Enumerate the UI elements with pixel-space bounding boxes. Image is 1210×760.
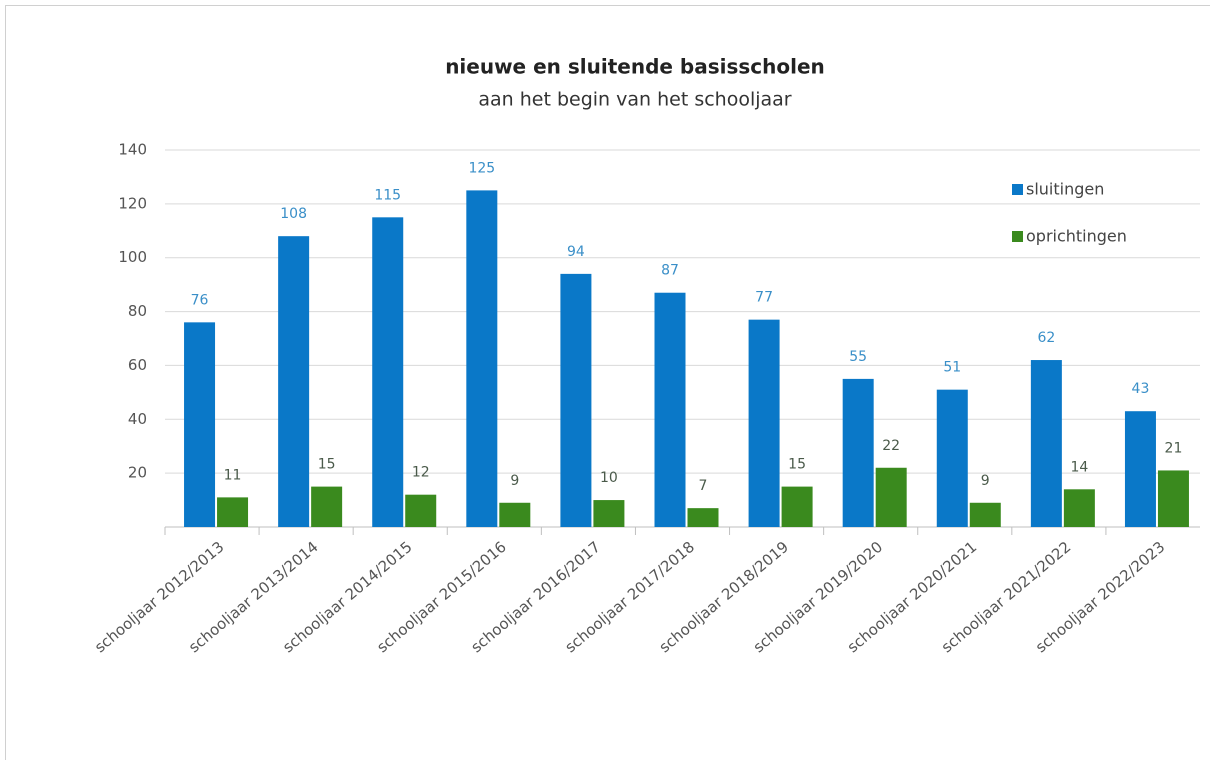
value-label: 108 bbox=[280, 206, 307, 222]
bar bbox=[687, 508, 719, 527]
value-label: 10 bbox=[600, 470, 618, 486]
value-label: 7 bbox=[699, 478, 708, 494]
chart-title: nieuwe en sluitende basisscholen bbox=[445, 55, 825, 79]
bar bbox=[1030, 360, 1062, 527]
value-label: 43 bbox=[1132, 381, 1150, 397]
bar bbox=[875, 467, 907, 527]
bar bbox=[842, 378, 874, 527]
bar bbox=[969, 502, 1001, 527]
frame bbox=[5, 5, 1210, 760]
bar bbox=[499, 502, 531, 527]
bar bbox=[311, 486, 343, 527]
y-tick-label: 80 bbox=[128, 302, 147, 320]
value-label: 51 bbox=[943, 360, 961, 376]
legend-swatch bbox=[1012, 184, 1023, 195]
bar bbox=[781, 486, 813, 527]
value-label: 125 bbox=[468, 160, 495, 176]
bar bbox=[278, 236, 310, 527]
value-label: 9 bbox=[981, 473, 990, 489]
legend-label: sluitingen bbox=[1026, 180, 1104, 199]
value-label: 94 bbox=[567, 244, 585, 260]
value-label: 11 bbox=[224, 467, 242, 483]
bar bbox=[593, 500, 625, 527]
value-label: 76 bbox=[191, 292, 209, 308]
bar bbox=[1124, 411, 1156, 527]
y-tick-label: 40 bbox=[128, 410, 147, 428]
y-tick-label: 140 bbox=[118, 141, 147, 159]
bar bbox=[217, 497, 249, 527]
value-label: 22 bbox=[882, 438, 900, 454]
value-label: 9 bbox=[510, 473, 519, 489]
value-label: 62 bbox=[1037, 330, 1055, 346]
bar bbox=[654, 292, 686, 527]
bar bbox=[466, 190, 498, 527]
bar bbox=[748, 319, 780, 527]
bar bbox=[405, 494, 437, 527]
y-tick-label: 120 bbox=[118, 194, 147, 212]
chart-subtitle: aan het begin van het schooljaar bbox=[478, 89, 791, 111]
value-label: 55 bbox=[849, 349, 867, 365]
y-tick-label: 20 bbox=[128, 464, 147, 482]
bar bbox=[372, 217, 404, 528]
bar bbox=[1063, 489, 1095, 527]
value-label: 115 bbox=[374, 187, 401, 203]
value-label: 77 bbox=[755, 290, 773, 306]
legend-swatch bbox=[1012, 231, 1023, 242]
legend-label: oprichtingen bbox=[1026, 227, 1127, 246]
y-tick-label: 60 bbox=[128, 356, 147, 374]
bar bbox=[184, 322, 216, 527]
value-label: 87 bbox=[661, 263, 679, 279]
bar bbox=[560, 273, 592, 527]
value-label: 14 bbox=[1070, 459, 1088, 475]
y-tick-label: 100 bbox=[118, 248, 147, 266]
value-label: 15 bbox=[788, 457, 806, 473]
value-label: 12 bbox=[412, 465, 430, 481]
value-label: 21 bbox=[1165, 440, 1183, 456]
value-label: 15 bbox=[318, 457, 336, 473]
bar bbox=[936, 389, 968, 527]
bar bbox=[1157, 470, 1189, 527]
